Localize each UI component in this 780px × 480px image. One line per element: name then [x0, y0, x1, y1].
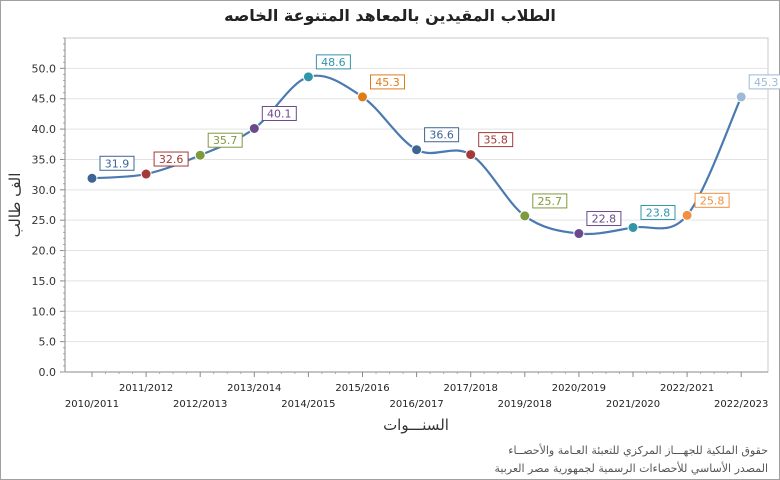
x-tick-label: 2011/2012 [119, 383, 173, 394]
y-tick-label: 45.0 [32, 93, 57, 106]
y-tick-label: 50.0 [32, 62, 57, 75]
data-label: 45.3 [754, 76, 779, 89]
data-label: 40.1 [267, 107, 292, 120]
data-point [681, 209, 693, 221]
y-tick-label: 0.0 [39, 366, 57, 379]
data-label: 32.6 [159, 153, 184, 166]
y-tick-label: 20.0 [32, 245, 57, 258]
data-label-box [748, 74, 780, 90]
x-tick-label: 2019/2018 [498, 399, 552, 410]
data-points [86, 71, 747, 240]
x-tick-label: 2022/2021 [660, 383, 714, 394]
data-label-box [424, 127, 460, 143]
data-label-box [315, 54, 351, 70]
data-label-box [694, 192, 730, 208]
y-tick-label: 35.0 [32, 153, 57, 166]
x-tick-label: 2022/2023 [714, 399, 768, 410]
chart-title: الطلاب المقيدين بالمعاهد المتنوعة الخاصه [224, 6, 556, 25]
data-point [248, 122, 260, 134]
x-tick-label: 2012/2013 [173, 399, 227, 410]
y-tick-label: 15.0 [32, 275, 57, 288]
credit-line-2: المصدر الأساسي للأحصاءات الرسمية لجمهوري… [494, 462, 768, 475]
x-tick-label: 2015/2016 [335, 383, 389, 394]
x-tick-label: 2020/2019 [552, 383, 606, 394]
data-point [627, 221, 639, 233]
data-label-box [586, 211, 622, 227]
source-credit: حقوق الملكية للجهـــاز المركزي للتعبئة ا… [494, 442, 768, 478]
data-point [357, 91, 368, 103]
data-label: 31.9 [105, 157, 130, 170]
data-label: 45.3 [375, 76, 400, 89]
data-label: 23.8 [646, 206, 671, 219]
data-label-box [370, 74, 405, 90]
data-point [411, 144, 423, 156]
y-tick-label: 25.0 [32, 214, 57, 227]
data-label-box [153, 151, 189, 167]
y-tick-label: 30.0 [32, 184, 57, 197]
data-label-box [532, 193, 568, 209]
y-axis-title: الف طالب [6, 173, 24, 238]
y-tick-label: 10.0 [32, 305, 57, 318]
data-label: 48.6 [321, 56, 346, 69]
x-tick-label: 2013/2014 [227, 383, 281, 394]
credit-line-1: حقوق الملكية للجهـــاز المركزي للتعبئة ا… [508, 444, 768, 457]
data-label-box [99, 155, 135, 171]
data-point [735, 91, 747, 103]
data-label: 25.7 [538, 195, 563, 208]
y-tick-label: 5.0 [39, 336, 57, 349]
data-point [194, 149, 206, 161]
data-label: 25.8 [700, 194, 725, 207]
x-tick-label: 2021/2020 [606, 399, 660, 410]
x-tick-label: 2014/2015 [281, 399, 335, 410]
data-point [519, 210, 531, 222]
data-label: 35.7 [213, 134, 238, 147]
data-point [140, 168, 152, 180]
data-point [573, 228, 585, 240]
data-point [465, 149, 477, 161]
x-tick-label: 2010/2011 [65, 399, 119, 410]
x-tick-label: 2016/2017 [389, 399, 443, 410]
data-point [86, 172, 98, 184]
data-label: 22.8 [592, 213, 617, 226]
data-label: 35.8 [483, 134, 508, 147]
data-label-box [261, 105, 297, 121]
x-tick-label: 2017/2018 [444, 383, 498, 394]
x-axis-title: السنـــوات [383, 416, 449, 434]
y-tick-label: 40.0 [32, 123, 57, 136]
data-labels: 31.9 32.6 35.7 40.1 48.6 45.3 36.6 35.8 25.7 22.8… [99, 54, 780, 227]
axes: 0.0 5.0 10.0 15.0 20.0 25.0 30.0 35.0 40.0 45.0 50… [32, 37, 768, 410]
data-label-box [478, 132, 514, 148]
data-label-box [640, 204, 676, 220]
data-label: 36.6 [429, 129, 454, 142]
data-label-box [207, 132, 243, 148]
data-point [302, 71, 314, 83]
